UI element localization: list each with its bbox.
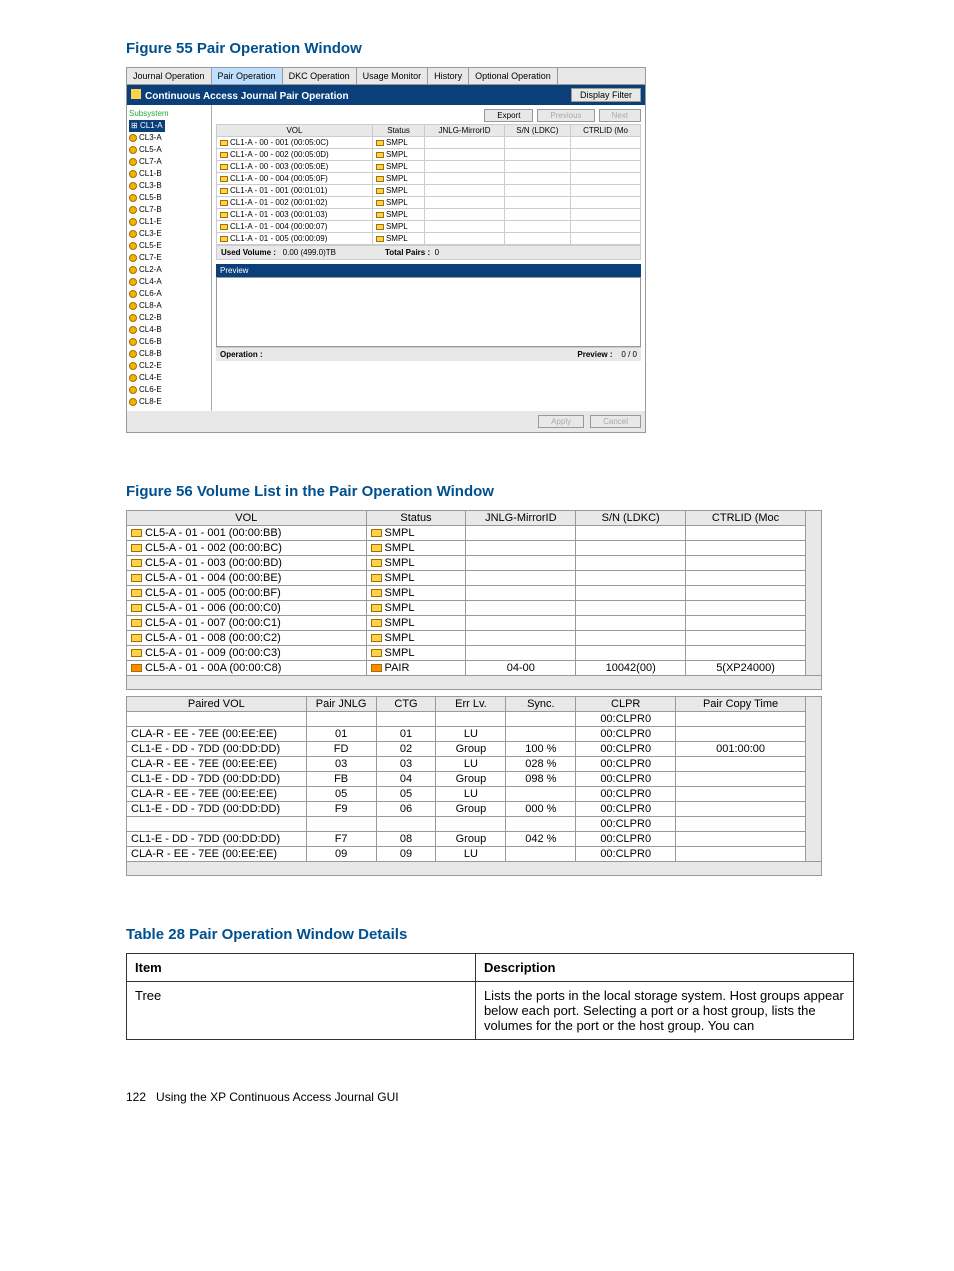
tree-item[interactable]: CL2-E: [129, 360, 209, 372]
table-row[interactable]: 00:CLPR0: [127, 712, 806, 727]
tree-item[interactable]: CL8-B: [129, 348, 209, 360]
table-row[interactable]: CL1-A - 01 - 002 (00:01:02)SMPL: [217, 197, 641, 209]
tree-item[interactable]: CL5-B: [129, 192, 209, 204]
table-row[interactable]: CL5-A - 01 - 004 (00:00:BE)SMPL: [127, 571, 806, 586]
figure-56-title: Figure 56 Volume List in the Pair Operat…: [126, 483, 854, 500]
tree-item[interactable]: CL4-A: [129, 276, 209, 288]
apply-button[interactable]: Apply: [538, 415, 584, 428]
table-row[interactable]: CL1-A - 00 - 002 (00:05:0D)SMPL: [217, 149, 641, 161]
table-row[interactable]: CL5-A - 01 - 001 (00:00:BB)SMPL: [127, 526, 806, 541]
table-row[interactable]: CL1-E - DD - 7DD (00:DD:DD)F906Group000 …: [127, 802, 806, 817]
preview-header: Preview: [216, 264, 641, 277]
table-row[interactable]: CL1-A - 00 - 003 (00:05:0E)SMPL: [217, 161, 641, 173]
next-button[interactable]: Next: [599, 109, 641, 122]
table-row: TreeLists the ports in the local storage…: [127, 982, 854, 1040]
window-title: Continuous Access Journal Pair Operation: [145, 91, 349, 102]
hscrollbar-icon[interactable]: [126, 676, 822, 690]
tree-root[interactable]: Subsystem: [129, 108, 209, 120]
table-row[interactable]: CL5-A - 01 - 007 (00:00:C1)SMPL: [127, 616, 806, 631]
tree-item[interactable]: CL5-A: [129, 144, 209, 156]
status-row: Used Volume : 0.00 (499.0)TB Total Pairs…: [216, 245, 641, 260]
table-row[interactable]: CLA-R - EE - 7EE (00:EE:EE)0909LU00:CLPR…: [127, 847, 806, 862]
operation-row: Operation : Preview : 0 / 0: [216, 347, 641, 361]
tree-item[interactable]: CL5-E: [129, 240, 209, 252]
preview-box: [216, 277, 641, 347]
table-row[interactable]: CLA-R - EE - 7EE (00:EE:EE)0505LU00:CLPR…: [127, 787, 806, 802]
table-row[interactable]: CL5-A - 01 - 00A (00:00:C8)PAIR04-001004…: [127, 661, 806, 676]
tree-item[interactable]: CL8-E: [129, 396, 209, 408]
tree-item[interactable]: CL7-B: [129, 204, 209, 216]
tab-dkc-operation[interactable]: DKC Operation: [283, 68, 357, 84]
paired-vol-table: Paired VOLPair JNLGCTGErr Lv.Sync.CLPRPa…: [126, 696, 806, 862]
scrollbar-icon[interactable]: [806, 696, 822, 862]
tree-item[interactable]: CL3-B: [129, 180, 209, 192]
table-row[interactable]: CL5-A - 01 - 005 (00:00:BF)SMPL: [127, 586, 806, 601]
hscrollbar-icon[interactable]: [126, 862, 822, 876]
tree-item[interactable]: CL1-E: [129, 216, 209, 228]
table-row[interactable]: CL1-E - DD - 7DD (00:DD:DD)FD02Group100 …: [127, 742, 806, 757]
table-row[interactable]: CL5-A - 01 - 003 (00:00:BD)SMPL: [127, 556, 806, 571]
table-row[interactable]: CL1-A - 00 - 004 (00:05:0F)SMPL: [217, 173, 641, 185]
tree-item-selected[interactable]: ⊞ CL1-A: [129, 120, 165, 132]
table-row[interactable]: CL5-A - 01 - 006 (00:00:C0)SMPL: [127, 601, 806, 616]
table-28-title: Table 28 Pair Operation Window Details: [126, 926, 854, 943]
tab-usage-monitor[interactable]: Usage Monitor: [357, 68, 429, 84]
tree-item[interactable]: CL6-E: [129, 384, 209, 396]
tab-history[interactable]: History: [428, 68, 469, 84]
tree-item[interactable]: CL6-A: [129, 288, 209, 300]
table-row[interactable]: CL5-A - 01 - 009 (00:00:C3)SMPL: [127, 646, 806, 661]
table-row[interactable]: CL1-E - DD - 7DD (00:DD:DD)F708Group042 …: [127, 832, 806, 847]
table-row[interactable]: CL1-E - DD - 7DD (00:DD:DD)FB04Group098 …: [127, 772, 806, 787]
display-filter-button[interactable]: Display Filter: [571, 88, 641, 102]
scrollbar-icon[interactable]: [806, 510, 822, 676]
tree-item[interactable]: CL6-B: [129, 336, 209, 348]
volume-list-table: VOLStatusJNLG-MirrorIDS/N (LDKC)CTRLID (…: [126, 510, 806, 676]
tab-journal-operation[interactable]: Journal Operation: [127, 68, 212, 84]
tree-item[interactable]: CL8-A: [129, 300, 209, 312]
tree-item[interactable]: CL1-B: [129, 168, 209, 180]
table-28: ItemDescription TreeLists the ports in t…: [126, 953, 854, 1040]
tree-item[interactable]: CL4-B: [129, 324, 209, 336]
page-footer: 122 Using the XP Continuous Access Journ…: [126, 1090, 854, 1104]
tree-item[interactable]: CL3-A: [129, 132, 209, 144]
volume-table: VOLStatusJNLG-MirrorIDS/N (LDKC)CTRLID (…: [216, 124, 641, 245]
pair-operation-window: Journal OperationPair OperationDKC Opera…: [126, 67, 646, 433]
table-row[interactable]: CL1-A - 01 - 001 (00:01:01)SMPL: [217, 185, 641, 197]
subsystem-tree[interactable]: Subsystem ⊞ CL1-A CL3-ACL5-ACL7-ACL1-BCL…: [127, 105, 212, 411]
table-row[interactable]: CL1-A - 00 - 001 (00:05:0C)SMPL: [217, 137, 641, 149]
previous-button[interactable]: Previous: [537, 109, 594, 122]
tab-bar: Journal OperationPair OperationDKC Opera…: [127, 68, 645, 85]
table-row[interactable]: CLA-R - EE - 7EE (00:EE:EE)0303LU028 %00…: [127, 757, 806, 772]
title-bar: Continuous Access Journal Pair Operation…: [127, 85, 645, 105]
tree-item[interactable]: CL2-B: [129, 312, 209, 324]
table-row[interactable]: CL1-A - 01 - 004 (00:00:07)SMPL: [217, 221, 641, 233]
figure-55-title: Figure 55 Pair Operation Window: [126, 40, 854, 57]
tree-item[interactable]: CL4-E: [129, 372, 209, 384]
tab-pair-operation[interactable]: Pair Operation: [212, 68, 283, 84]
table-row[interactable]: 00:CLPR0: [127, 817, 806, 832]
tab-optional-operation[interactable]: Optional Operation: [469, 68, 558, 84]
tree-item[interactable]: CL7-A: [129, 156, 209, 168]
export-button[interactable]: Export: [484, 109, 533, 122]
table-row[interactable]: CL5-A - 01 - 002 (00:00:BC)SMPL: [127, 541, 806, 556]
tree-item[interactable]: CL3-E: [129, 228, 209, 240]
table-row[interactable]: CL1-A - 01 - 005 (00:00:09)SMPL: [217, 233, 641, 245]
table-row[interactable]: CL5-A - 01 - 008 (00:00:C2)SMPL: [127, 631, 806, 646]
cancel-button[interactable]: Cancel: [590, 415, 641, 428]
tree-item[interactable]: CL7-E: [129, 252, 209, 264]
table-row[interactable]: CL1-A - 01 - 003 (00:01:03)SMPL: [217, 209, 641, 221]
table-row[interactable]: CLA-R - EE - 7EE (00:EE:EE)0101LU00:CLPR…: [127, 727, 806, 742]
figure-56: VOLStatusJNLG-MirrorIDS/N (LDKC)CTRLID (…: [126, 510, 854, 876]
tree-item[interactable]: CL2-A: [129, 264, 209, 276]
